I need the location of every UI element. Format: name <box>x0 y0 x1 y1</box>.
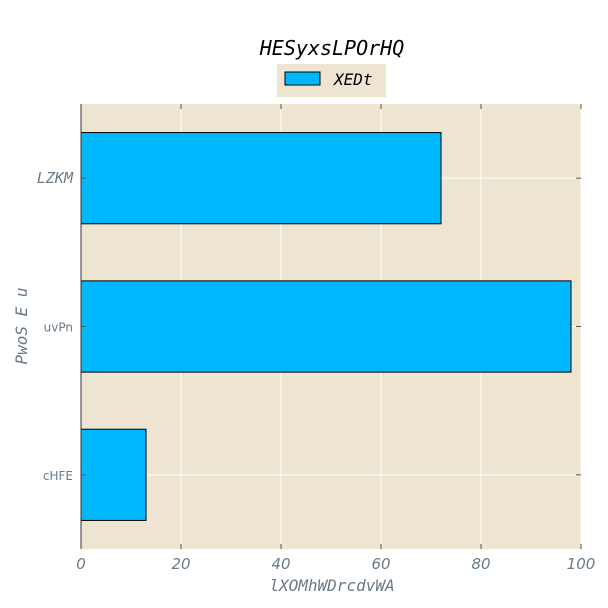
legend: XEDt <box>277 64 386 97</box>
x-tick-label: 40 <box>271 555 290 573</box>
tick-marks <box>80 104 582 549</box>
legend-swatch <box>284 71 321 86</box>
x-tick-labels: 0 20 40 60 80 100 <box>76 555 595 573</box>
y-tick-label: LZKM <box>37 169 74 187</box>
y-tick-label: uvPn <box>44 321 73 335</box>
bars <box>80 132 572 521</box>
y-tick-label: cHFE <box>43 469 73 483</box>
x-axis-label: lXOMhWDrcdvWA <box>269 576 394 595</box>
bar-uvpn <box>80 280 572 373</box>
legend-label: XEDt <box>333 70 373 89</box>
x-tick-label: 80 <box>471 555 490 573</box>
x-tick-label: 100 <box>567 555 596 573</box>
bar-chfe <box>80 428 147 521</box>
y-tick-labels: LZKM uvPn cHFE <box>37 169 74 483</box>
x-tick-label: 60 <box>371 555 390 573</box>
bar-lzkm <box>80 132 442 225</box>
y-axis-label: PwoS E u <box>12 287 31 364</box>
x-tick-label: 0 <box>76 555 86 573</box>
x-tick-label: 20 <box>171 555 190 573</box>
chart-title: HESyxsLPOrHQ <box>259 36 405 60</box>
